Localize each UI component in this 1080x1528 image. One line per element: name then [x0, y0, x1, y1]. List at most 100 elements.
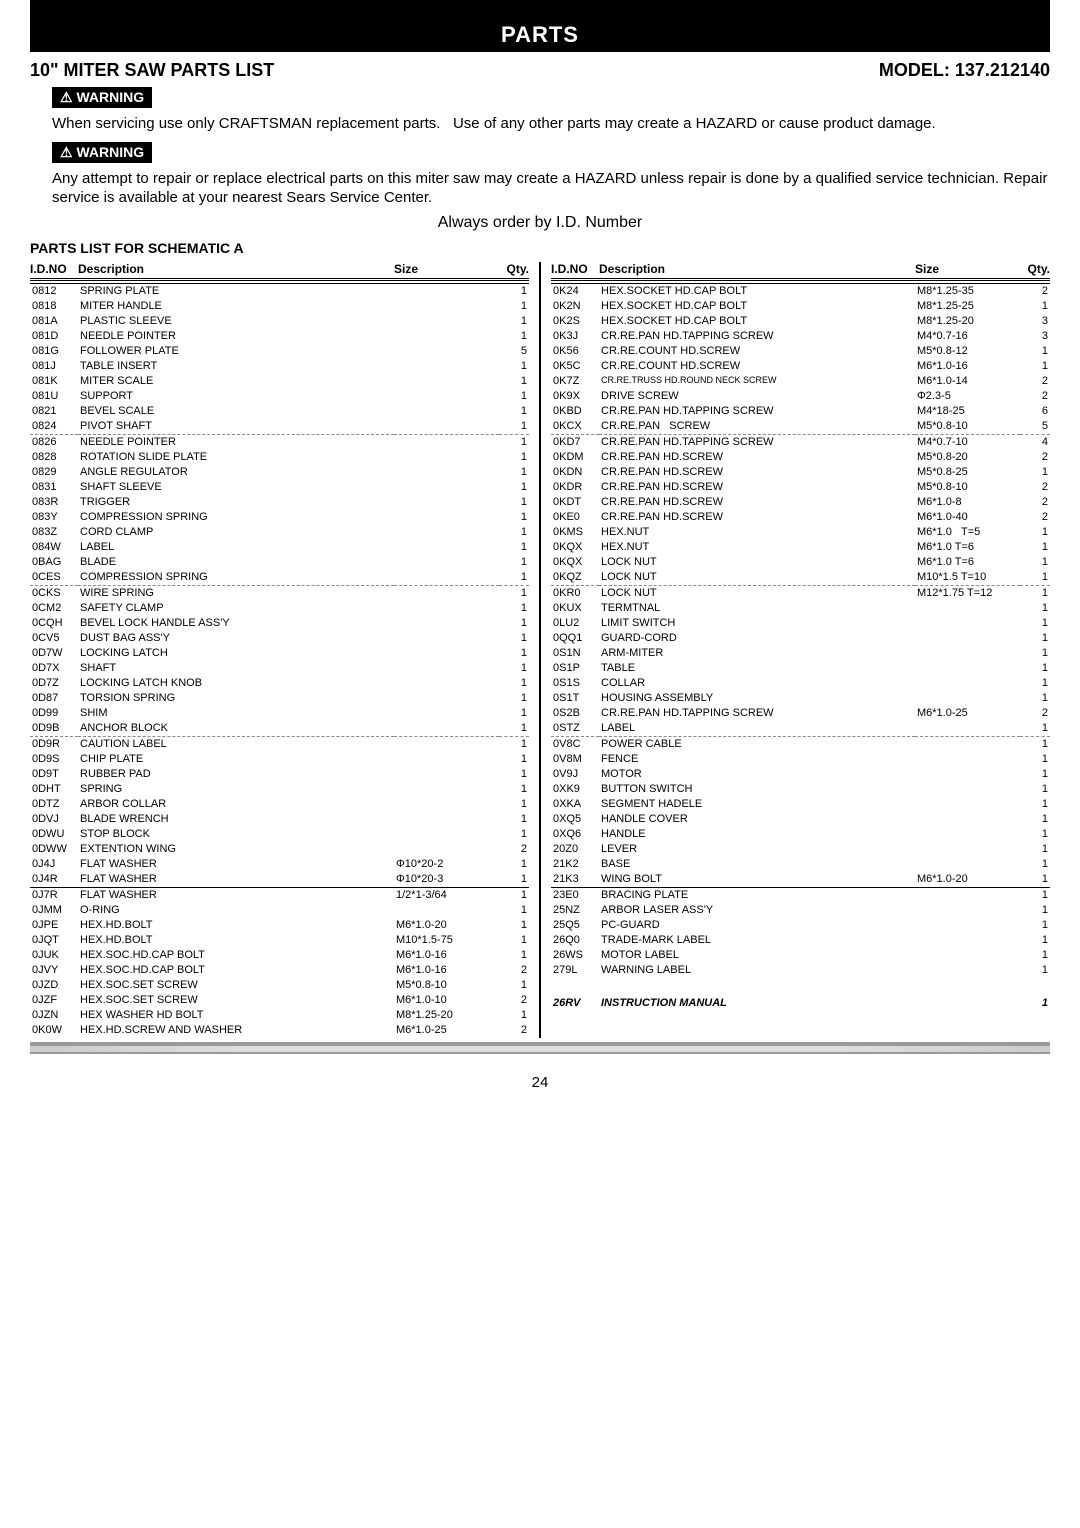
table-row: 21K3WING BOLTM6*1.0-201 [551, 872, 1050, 888]
table-row: 0JPEHEX.HD.BOLTM6*1.0-201 [30, 918, 529, 933]
table-row: 083ZCORD CLAMP1 [30, 525, 529, 540]
table-row: 0812SPRING PLATE1 [30, 283, 529, 299]
col-desc2: Description [599, 262, 915, 278]
parts-table-left: I.D.NO Description Size Qty. 0812SPRING … [30, 262, 529, 1038]
table-row: 0CM2SAFETY CLAMP1 [30, 601, 529, 616]
table-row: 0831SHAFT SLEEVE1 [30, 480, 529, 495]
table-row: 279LWARNING LABEL1 [551, 963, 1050, 978]
table-row: 0829ANGLE REGULATOR1 [30, 465, 529, 480]
bottom-rule [30, 1042, 1050, 1054]
table-row: 0JZFHEX.SOC.SET SCREWM6*1.0-102 [30, 993, 529, 1008]
table-row: 0D9SCHIP PLATE1 [30, 752, 529, 767]
table-row: 0V8CPOWER CABLE1 [551, 736, 1050, 752]
table-row: 0CQHBEVEL LOCK HANDLE ASS'Y1 [30, 616, 529, 631]
table-row: 0CV5DUST BAG ASS'Y1 [30, 631, 529, 646]
col-id: I.D.NO [30, 262, 78, 278]
table-row: 21K2BASE1 [551, 857, 1050, 872]
table-row: 0K56CR.RE.COUNT HD.SCREWM5*0.8-121 [551, 344, 1050, 359]
table-row: 0818MITER HANDLE1 [30, 299, 529, 314]
table-row: 0DHTSPRING1 [30, 782, 529, 797]
table-row: 0DVJBLADE WRENCH1 [30, 812, 529, 827]
title-left: 10" MITER SAW PARTS LIST [30, 60, 274, 81]
table-row: 0XQ5HANDLE COVER1 [551, 812, 1050, 827]
table-row: 0D9BANCHOR BLOCK1 [30, 721, 529, 737]
table-row: 0K24HEX.SOCKET HD.CAP BOLTM8*1.25-352 [551, 283, 1050, 299]
col-qty: Qty. [499, 262, 529, 278]
table-row: 0D9RCAUTION LABEL1 [30, 736, 529, 752]
table-row: 0KDNCR.RE.PAN HD.SCREWM5*0.8-251 [551, 465, 1050, 480]
order-line: Always order by I.D. Number [0, 214, 1080, 232]
parts-col-left: I.D.NO Description Size Qty. 0812SPRING … [30, 262, 541, 1038]
table-row: 0CKSWIRE SPRING1 [30, 585, 529, 601]
warning-badge-1: ⚠ WARNING [52, 87, 152, 108]
table-row: 0KDTCR.RE.PAN HD.SCREWM6*1.0-82 [551, 495, 1050, 510]
table-row: 0824PIVOT SHAFT1 [30, 419, 529, 435]
table-row: 0KQZLOCK NUTM10*1.5 T=101 [551, 570, 1050, 586]
table-row: 0K3JCR.RE.PAN HD.TAPPING SCREWM4*0.7-163 [551, 329, 1050, 344]
parts-header: PARTS [30, 18, 1050, 52]
table-row: 0KD7CR.RE.PAN HD.TAPPING SCREWM4*0.7-104 [551, 434, 1050, 450]
table-row: 0JQTHEX.HD.BOLTM10*1.5-751 [30, 933, 529, 948]
table-row: 0KBDCR.RE.PAN HD.TAPPING SCREWM4*18-256 [551, 404, 1050, 419]
table-row: 0S1THOUSING ASSEMBLY1 [551, 691, 1050, 706]
table-row: 0S1SCOLLAR1 [551, 676, 1050, 691]
warning-badge-2: ⚠ WARNING [52, 142, 152, 163]
top-black-bar [30, 0, 1050, 18]
schematic-title: PARTS LIST FOR SCHEMATIC A [30, 240, 1050, 256]
table-row: 0K9XDRIVE SCREWΦ2.3-52 [551, 389, 1050, 404]
table-row: 25NZARBOR LASER ASS'Y1 [551, 903, 1050, 918]
table-row: 0D9TRUBBER PAD1 [30, 767, 529, 782]
table-row: 0D87TORSION SPRING1 [30, 691, 529, 706]
table-row: 0K2NHEX.SOCKET HD.CAP BOLTM8*1.25-251 [551, 299, 1050, 314]
parts-table: I.D.NO Description Size Qty. 0812SPRING … [30, 262, 1050, 1038]
table-row: 0V8MFENCE1 [551, 752, 1050, 767]
table-row: 0DWUSTOP BLOCK1 [30, 827, 529, 842]
table-row: 0KQXLOCK NUTM6*1.0 T=61 [551, 555, 1050, 570]
table-row: 0821BEVEL SCALE1 [30, 404, 529, 419]
table-row: 0K5CCR.RE.COUNT HD.SCREWM6*1.0-161 [551, 359, 1050, 374]
table-row: 0DWWEXTENTION WING2 [30, 842, 529, 857]
table-row: 084WLABEL1 [30, 540, 529, 555]
table-row: 081JTABLE INSERT1 [30, 359, 529, 374]
table-row: 0J7RFLAT WASHER1/2*1-3/641 [30, 887, 529, 903]
table-row: 0J4JFLAT WASHERΦ10*20-21 [30, 857, 529, 872]
table-row: 0XK9BUTTON SWITCH1 [551, 782, 1050, 797]
table-row: 0KCXCR.RE.PAN SCREWM5*0.8-105 [551, 419, 1050, 435]
table-row: 0D7XSHAFT1 [30, 661, 529, 676]
table-row: 0828ROTATION SLIDE PLATE1 [30, 450, 529, 465]
table-row: 0JMMO-RING1 [30, 903, 529, 918]
table-row: 0XQ6HANDLE1 [551, 827, 1050, 842]
table-row: 0K2SHEX.SOCKET HD.CAP BOLTM8*1.25-203 [551, 314, 1050, 329]
table-row: 26Q0TRADE-MARK LABEL1 [551, 933, 1050, 948]
table-row: 0D99SHIM1 [30, 706, 529, 721]
table-row: 0V9JMOTOR1 [551, 767, 1050, 782]
title-right: MODEL: 137.212140 [879, 60, 1050, 81]
title-row: 10" MITER SAW PARTS LIST MODEL: 137.2121… [30, 60, 1050, 81]
table-row: 0S2BCR.RE.PAN HD.TAPPING SCREWM6*1.0-252 [551, 706, 1050, 721]
table-row: 0JVYHEX.SOC.HD.CAP BOLTM6*1.0-162 [30, 963, 529, 978]
table-row: 0XKASEGMENT HADELE1 [551, 797, 1050, 812]
table-row: 0826NEEDLE POINTER1 [30, 434, 529, 450]
table-row: 0S1NARM-MITER1 [551, 646, 1050, 661]
table-row: 081USUPPORT1 [30, 389, 529, 404]
table-row: 083YCOMPRESSION SPRING1 [30, 510, 529, 525]
table-row: 0KUXTERMTNAL1 [551, 601, 1050, 616]
table-row: 0LU2LIMIT SWITCH1 [551, 616, 1050, 631]
table-row: 0KDRCR.RE.PAN HD.SCREWM5*0.8-102 [551, 480, 1050, 495]
table-row: 0D7ZLOCKING LATCH KNOB1 [30, 676, 529, 691]
table-row: 081KMITER SCALE1 [30, 374, 529, 389]
page-number: 24 [0, 1074, 1080, 1091]
table-row: 0KQXHEX.NUTM6*1.0 T=61 [551, 540, 1050, 555]
table-row: 083RTRIGGER1 [30, 495, 529, 510]
table-row: 0K7ZCR.RE.TRUSS HD.ROUND NECK SCREWM6*1.… [551, 374, 1050, 389]
table-row: 26WSMOTOR LABEL1 [551, 948, 1050, 963]
table-row: 081APLASTIC SLEEVE1 [30, 314, 529, 329]
table-row: 20Z0LEVER1 [551, 842, 1050, 857]
table-row: 0KE0CR.RE.PAN HD.SCREWM6*1.0-402 [551, 510, 1050, 525]
manual-row: 26RVINSTRUCTION MANUAL1 [551, 996, 1050, 1011]
table-row: 0K0WHEX.HD.SCREW AND WASHERM6*1.0-252 [30, 1023, 529, 1038]
col-id2: I.D.NO [551, 262, 599, 278]
table-row: 0JZDHEX.SOC.SET SCREWM5*0.8-101 [30, 978, 529, 993]
table-row: 0QQ1GUARD-CORD1 [551, 631, 1050, 646]
parts-table-right: I.D.NO Description Size Qty. 0K24HEX.SOC… [551, 262, 1050, 1011]
